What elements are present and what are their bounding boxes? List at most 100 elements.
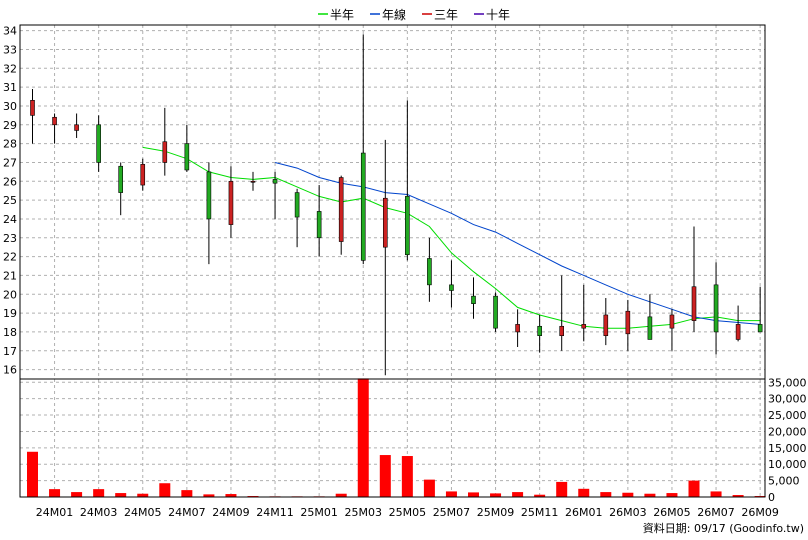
candle-body bbox=[184, 143, 190, 171]
candle-body bbox=[691, 286, 697, 321]
x-tick-label: 25M07 bbox=[433, 506, 471, 519]
price-tick-label: 31 bbox=[3, 81, 17, 94]
volume-tick-label: 20,000 bbox=[768, 425, 807, 438]
candle-body bbox=[625, 310, 631, 335]
x-tick-label: 25M05 bbox=[389, 506, 427, 519]
x-tick-label: 26M07 bbox=[697, 506, 735, 519]
candle-body bbox=[405, 196, 410, 256]
candle-body bbox=[316, 211, 322, 239]
candle-body bbox=[272, 179, 278, 184]
candle-body bbox=[757, 324, 763, 333]
volume-tick-label: 25,000 bbox=[768, 409, 807, 422]
volume-bar bbox=[468, 492, 479, 497]
x-tick-label: 24M03 bbox=[80, 506, 118, 519]
volume-tick-label: 0 bbox=[768, 491, 775, 504]
x-tick-label: 25M09 bbox=[477, 506, 515, 519]
legend-entry: 半年 bbox=[330, 8, 354, 22]
price-tick-label: 30 bbox=[3, 100, 17, 113]
volume-bar bbox=[203, 494, 215, 497]
volume-tick-label: 5,000 bbox=[768, 475, 800, 488]
volume-bar bbox=[445, 491, 457, 497]
volume-bar bbox=[423, 479, 435, 497]
candle-body bbox=[360, 152, 366, 261]
candle-body bbox=[118, 165, 123, 193]
legend: 半年 年線 三年 十年 bbox=[318, 7, 510, 22]
x-tick-label: 26M03 bbox=[609, 506, 647, 519]
price-tick-label: 32 bbox=[3, 62, 17, 75]
price-tick-label: 29 bbox=[3, 119, 17, 132]
price-tick-label: 28 bbox=[3, 138, 17, 151]
candle-body bbox=[162, 141, 168, 163]
price-tick-label: 21 bbox=[3, 269, 17, 282]
volume-grid bbox=[20, 379, 765, 497]
price-tick-label: 33 bbox=[3, 43, 17, 56]
volume-bar bbox=[666, 493, 678, 497]
volume-bar bbox=[732, 495, 744, 497]
volume-bar bbox=[225, 494, 237, 497]
volume-bar bbox=[27, 451, 38, 497]
volume-tick-label: 10,000 bbox=[768, 458, 807, 471]
volume-bar bbox=[644, 493, 656, 497]
price-tick-label: 26 bbox=[3, 175, 17, 188]
candle-body bbox=[338, 177, 344, 242]
footnote: 資料日期: 09/17 (Goodinfo.tw) bbox=[643, 521, 804, 535]
volume-tick-label: 35,000 bbox=[768, 376, 807, 389]
volume-bar bbox=[710, 491, 722, 497]
volume-bar bbox=[534, 494, 546, 497]
volume-bar bbox=[600, 492, 612, 497]
legend-entry: 十年 bbox=[486, 8, 510, 22]
price-tick-label: 24 bbox=[3, 213, 17, 226]
x-tick-label: 24M09 bbox=[212, 506, 250, 519]
candle-body bbox=[74, 124, 79, 131]
price-tick-label: 18 bbox=[3, 326, 17, 339]
candle-body bbox=[559, 325, 565, 336]
volume-bar bbox=[71, 492, 83, 497]
volume-bar bbox=[115, 493, 127, 497]
volume-bar bbox=[93, 489, 105, 497]
candle-body bbox=[206, 171, 212, 220]
volume-bar bbox=[556, 481, 568, 497]
volume-bar bbox=[137, 493, 149, 497]
candle-body bbox=[537, 325, 542, 336]
ma-line-年線 bbox=[274, 162, 761, 325]
candle-body bbox=[669, 314, 675, 329]
candle-body bbox=[581, 324, 587, 329]
candle-body bbox=[427, 258, 432, 286]
candle-body bbox=[228, 180, 234, 225]
volume-bar bbox=[622, 492, 634, 497]
price-tick-label: 16 bbox=[3, 364, 17, 377]
x-tick-label: 24M11 bbox=[256, 506, 294, 519]
volume-bar bbox=[490, 493, 502, 497]
volume-bar bbox=[357, 378, 369, 497]
price-tick-label: 20 bbox=[3, 288, 17, 301]
volume-bar bbox=[181, 490, 193, 497]
price-tick-label: 23 bbox=[3, 232, 17, 245]
x-tick-label: 26M05 bbox=[653, 506, 691, 519]
candle-body bbox=[515, 324, 520, 333]
price-tick-label: 34 bbox=[3, 25, 17, 38]
volume-bar bbox=[49, 489, 61, 497]
price-tick-label: 25 bbox=[3, 194, 17, 207]
x-tick-label: 24M05 bbox=[124, 506, 162, 519]
candle-body bbox=[647, 316, 653, 340]
x-tick-label: 26M09 bbox=[741, 506, 779, 519]
candle-body bbox=[449, 284, 454, 291]
ma-line-半年 bbox=[142, 146, 761, 329]
volume-bar bbox=[512, 492, 524, 497]
price-tick-label: 22 bbox=[3, 251, 17, 264]
legend-entry: 三年 bbox=[434, 8, 458, 22]
volume-bars bbox=[27, 378, 766, 497]
volume-bar bbox=[578, 488, 590, 497]
x-tick-label: 25M03 bbox=[345, 506, 383, 519]
volume-tick-label: 15,000 bbox=[768, 442, 807, 455]
volume-bar bbox=[688, 480, 700, 497]
candle-body bbox=[30, 100, 35, 116]
price-tick-label: 17 bbox=[3, 345, 17, 358]
candle-body bbox=[471, 295, 476, 304]
price-tick-label: 19 bbox=[3, 307, 17, 320]
x-tick-label: 26M01 bbox=[565, 506, 603, 519]
volume-tick-label: 30,000 bbox=[768, 393, 807, 406]
axis-labels: 16 17 18 19 20 21 22 23 24 25 26 27 28 29 30 31 32 33 34 0 5… bbox=[3, 25, 807, 519]
candle-body bbox=[713, 284, 719, 333]
